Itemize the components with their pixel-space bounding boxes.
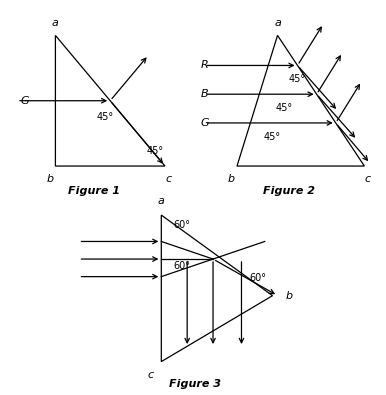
Text: B: B	[201, 89, 208, 99]
Text: Figure 2: Figure 2	[263, 186, 315, 196]
Text: 60°: 60°	[173, 261, 191, 271]
Text: a: a	[158, 196, 165, 206]
Text: b: b	[228, 174, 235, 184]
Text: 45°: 45°	[97, 112, 114, 122]
Text: b: b	[286, 291, 293, 301]
Text: 45°: 45°	[263, 132, 280, 142]
Text: G: G	[20, 96, 29, 106]
Text: G: G	[200, 118, 209, 128]
Text: a: a	[52, 17, 59, 28]
Text: 60°: 60°	[173, 220, 191, 230]
Text: 45°: 45°	[146, 146, 164, 156]
Text: R: R	[201, 60, 208, 70]
Text: 45°: 45°	[276, 103, 293, 113]
Text: c: c	[365, 174, 371, 184]
Text: b: b	[46, 174, 54, 184]
Text: c: c	[165, 174, 171, 184]
Text: 45°: 45°	[289, 74, 306, 85]
Text: Figure 3: Figure 3	[169, 379, 221, 389]
Text: Figure 1: Figure 1	[68, 186, 120, 196]
Text: 60°: 60°	[249, 273, 266, 283]
Text: a: a	[274, 17, 281, 28]
Text: c: c	[148, 371, 154, 380]
